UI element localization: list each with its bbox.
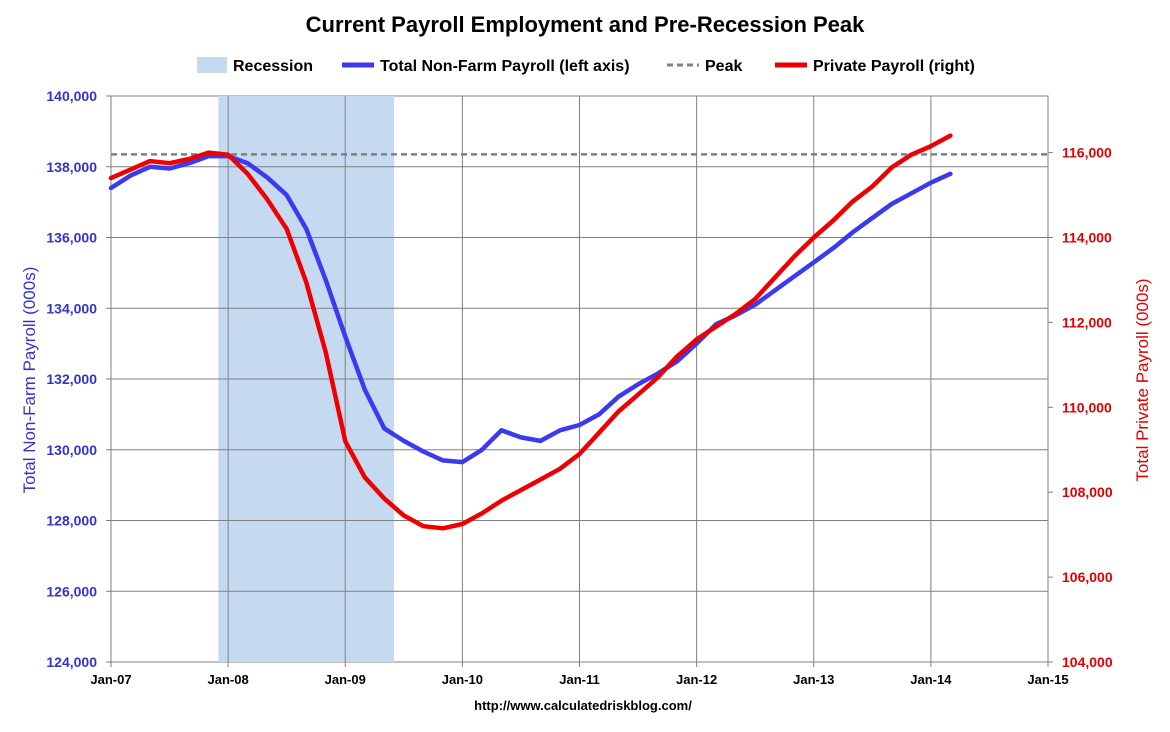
y-tick-label-right: 108,000 [1062, 484, 1113, 500]
series-line-nonfarm-payroll [108, 153, 953, 465]
left-axis: 124,000 126,000 128,000 130,000 132,000 134,0… [46, 88, 111, 670]
x-tick-label: Jan-14 [910, 672, 952, 687]
y-tick-label-right: 110,000 [1062, 399, 1112, 415]
x-tick-label: Jan-11 [559, 672, 599, 687]
y-tick-label-right: 106,000 [1062, 569, 1113, 585]
gridlines [111, 96, 1049, 662]
x-tick-label: Jan-13 [793, 672, 834, 687]
y-axis-label-right: Total Private Payroll (000s) [1133, 278, 1152, 481]
chart-title: Current Payroll Employment and Pre-Reces… [306, 12, 866, 37]
legend: Recession Total Non-Farm Payroll (left a… [197, 57, 975, 75]
right-axis: 104,000 106,000 108,000 110,000 112,000 114,0… [1048, 145, 1113, 670]
y-axis-label-left: Total Non-Farm Payroll (000s) [20, 267, 39, 494]
y-tick-label-left: 130,000 [46, 442, 97, 458]
legend-label-nonfarm: Total Non-Farm Payroll (left axis) [380, 58, 630, 75]
y-tick-label-left: 124,000 [46, 654, 97, 670]
series-layer [108, 133, 953, 531]
x-tick-label: Jan-07 [90, 672, 131, 687]
legend-label-recession: Recession [233, 58, 313, 75]
y-tick-label-left: 140,000 [46, 88, 97, 104]
y-tick-label-right: 114,000 [1062, 229, 1112, 245]
y-tick-label-right: 104,000 [1062, 654, 1113, 670]
x-tick-label: Jan-12 [676, 672, 717, 687]
y-tick-label-left: 138,000 [46, 159, 97, 175]
series-line-private-payroll [108, 133, 953, 531]
y-tick-label-right: 112,000 [1062, 314, 1112, 330]
legend-swatch-recession [197, 57, 227, 73]
x-tick-label: Jan-10 [442, 672, 483, 687]
y-tick-label-right: 116,000 [1062, 145, 1112, 161]
x-axis: Jan-07 Jan-08 Jan-09 Jan-10 Jan-11 Jan-12 Jan-… [90, 662, 1069, 687]
x-tick-label: Jan-09 [325, 672, 366, 687]
y-tick-label-left: 136,000 [46, 230, 97, 246]
y-tick-label-left: 132,000 [46, 371, 97, 387]
legend-label-peak: Peak [705, 58, 742, 75]
y-tick-label-left: 134,000 [46, 300, 97, 316]
legend-label-private: Private Payroll (right) [813, 58, 975, 75]
x-tick-label: Jan-15 [1027, 672, 1068, 687]
source-url: http://www.calculatedriskblog.com/ [474, 698, 692, 713]
y-tick-label-left: 128,000 [46, 513, 97, 529]
y-tick-label-left: 126,000 [46, 583, 97, 599]
x-tick-label: Jan-08 [208, 672, 249, 687]
